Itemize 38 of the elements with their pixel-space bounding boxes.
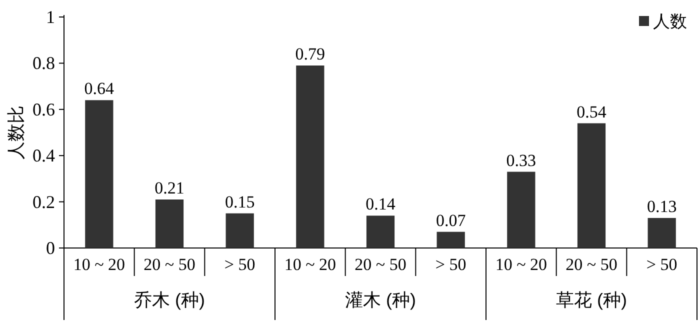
y-tick-label: 0.8 — [32, 53, 55, 74]
y-tick-label: 0.2 — [32, 192, 55, 212]
text: 乔木 (种) — [134, 290, 205, 310]
x-tick-label: 10 ~ 20 — [495, 255, 548, 274]
legend-label: 人数 — [653, 12, 687, 31]
data-label: 0.13 — [646, 196, 677, 216]
bar — [507, 172, 536, 248]
bar — [648, 218, 676, 248]
data-label: 0.79 — [295, 44, 326, 64]
bar — [155, 199, 184, 248]
x-tick-label: 10 ~ 20 — [284, 255, 336, 274]
data-label: 0.54 — [576, 102, 607, 122]
text: 灌木 (种) — [345, 290, 416, 310]
y-tick-label: 1 — [46, 7, 55, 27]
y-axis-title: 人数比 — [6, 106, 26, 160]
data-label: 0.21 — [154, 178, 184, 198]
bar — [577, 123, 606, 248]
x-tick-label: > 50 — [435, 255, 466, 274]
x-tick-label: 10 ~ 20 — [73, 255, 126, 274]
data-label: 0.07 — [436, 210, 466, 230]
x-tick-label: > 50 — [646, 255, 678, 274]
x-tick-label: 20 ~ 50 — [566, 255, 618, 274]
data-label: 0.64 — [84, 79, 115, 98]
data-label: 0.14 — [366, 194, 396, 214]
bar — [85, 100, 114, 248]
bar — [296, 66, 324, 248]
text: 草花 (种) — [556, 290, 627, 310]
x-tick-label: > 50 — [224, 255, 256, 274]
bar — [436, 232, 465, 248]
data-label: 0.33 — [506, 150, 536, 170]
bar — [226, 213, 254, 248]
x-tick-label: 20 ~ 50 — [144, 255, 196, 274]
bar — [366, 216, 395, 248]
y-tick-label: 0 — [46, 238, 55, 258]
data-label: 0.15 — [224, 192, 255, 212]
x-tick-label: 20 ~ 50 — [354, 255, 406, 274]
y-tick-label: 0.6 — [32, 99, 55, 120]
y-tick-label: 0.4 — [32, 146, 55, 166]
